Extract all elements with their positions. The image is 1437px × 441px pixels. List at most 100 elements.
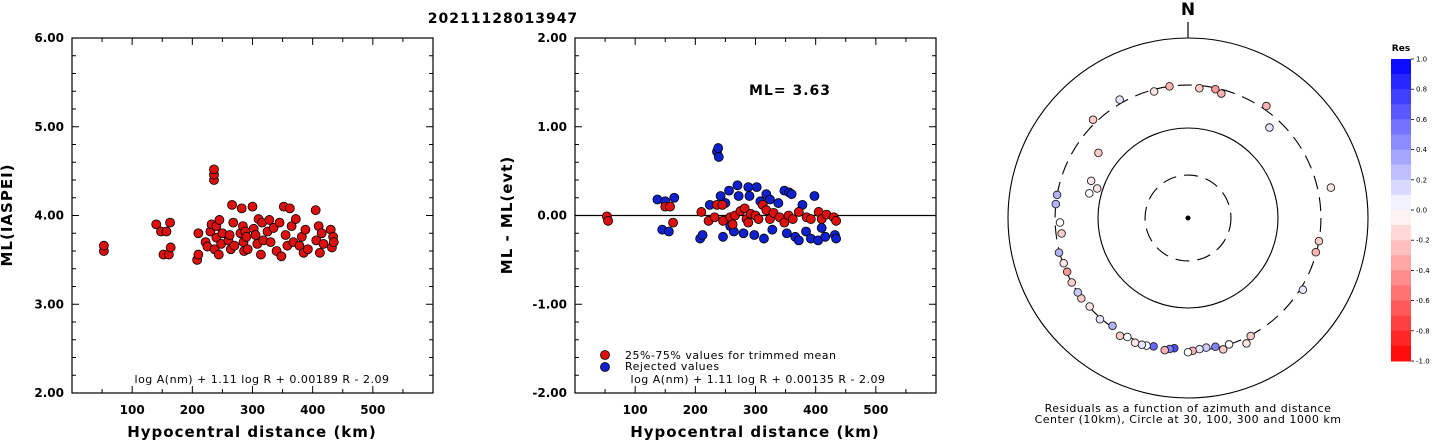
ml-point (276, 251, 287, 262)
ml-point (290, 214, 301, 224)
legend-rejected-label: Rejected values (625, 360, 720, 373)
legend-accepted-marker (600, 350, 610, 360)
station-point (1265, 123, 1274, 132)
ml-point (318, 238, 329, 249)
station-point (1123, 332, 1132, 342)
ml-point (228, 217, 239, 228)
station-point (1326, 183, 1336, 192)
colorbar-cell (1391, 119, 1411, 135)
station-point (1067, 278, 1076, 287)
distance-ring (1097, 127, 1279, 309)
x-tick-label: 200 (180, 403, 205, 417)
center-dot (1185, 215, 1191, 221)
rejected-point (749, 230, 760, 240)
station-point (1149, 87, 1159, 96)
accepted-point (696, 207, 707, 217)
accepted-point (727, 219, 738, 230)
ml-point (250, 230, 261, 240)
ml-point (310, 205, 321, 216)
colorbar-tick-label: 0.8 (1416, 86, 1427, 94)
ml-point (161, 226, 172, 237)
x-tick-label: 400 (300, 403, 325, 417)
colorbar-tick-label: 1.0 (1416, 56, 1427, 64)
rejected-point (820, 231, 831, 242)
colorbar-cell (1391, 300, 1411, 317)
ml-distance-ylabel: ML(IASPEI) (0, 163, 16, 266)
station-point (1311, 247, 1321, 257)
station-point (1246, 331, 1255, 341)
ml-point (227, 199, 237, 210)
azimuth-caption-line1: Residuals as a function of azimuth and d… (1045, 402, 1332, 415)
x-tick-label: 100 (623, 403, 648, 417)
y-tick-label: 4.00 (34, 209, 64, 223)
station-point (1218, 345, 1228, 354)
station-point (1242, 339, 1251, 348)
accepted-point (779, 217, 790, 228)
accepted-point (787, 214, 798, 224)
y-tick-label: 2.00 (34, 386, 64, 400)
x-tick-label: 300 (240, 403, 265, 417)
ml-distance-frame (71, 37, 434, 394)
station-point (1115, 331, 1125, 341)
ml-point (151, 219, 162, 230)
legend-rejected-marker (600, 362, 610, 372)
residual-distance-ylabel: ML - ML(evt) (498, 156, 516, 274)
rejected-point (697, 230, 708, 240)
colorbar-cell (1391, 59, 1411, 75)
ml-distance-equation: log A(nm) + 1.11 log R + 0.00189 R - 2.0… (135, 373, 390, 386)
colorbar-cell (1391, 345, 1411, 362)
ml-point (286, 221, 297, 232)
ml-value-label: ML= 3.63 (749, 83, 831, 99)
y-tick-label: -1.00 (532, 297, 567, 311)
station-point (1262, 101, 1271, 111)
residual-colorbar: Res 1.0 0.8 0.6 0.4 0.2 0.0 -0.2 -0.4 -0.6 -0.8 -1… (1391, 44, 1430, 366)
y-tick-label: -2.00 (532, 386, 567, 400)
x-tick-label: 300 (743, 403, 768, 417)
colorbar-label: Res (1392, 44, 1410, 54)
rejected-point (743, 182, 754, 193)
station-point (1086, 176, 1096, 186)
station-point (1183, 347, 1193, 357)
rejected-point (724, 185, 734, 196)
ml-distance-panel: 100 200 300 400 500 2.00 3.00 4.00 5.00 6.00 log … (0, 31, 434, 441)
station-point (1054, 248, 1064, 257)
residual-distance-equation: log A(nm) + 1.11 log R + 0.00135 R - 2.0… (631, 373, 886, 386)
rejected-point (767, 224, 778, 235)
rejected-point (809, 191, 820, 201)
colorbar-cell (1391, 210, 1411, 226)
colorbar-cell (1391, 164, 1411, 181)
colorbar-tick-label: 0.6 (1416, 116, 1428, 124)
x-tick-label: 400 (803, 403, 828, 417)
ml-point (236, 203, 247, 214)
ml-point (165, 217, 175, 228)
colorbar-cell (1391, 315, 1411, 332)
colorbar-tick-label: -0.2 (1416, 237, 1430, 245)
accepted-point (805, 214, 816, 224)
y-tick-label: 3.00 (34, 297, 64, 311)
station-point (1217, 89, 1226, 98)
y-tick-label: 0.00 (537, 209, 567, 223)
rejected-point (669, 192, 680, 203)
rejected-point (713, 152, 724, 162)
colorbar-cell (1391, 179, 1411, 196)
rejected-point (816, 223, 827, 233)
ml-point (314, 247, 325, 258)
station-point (1115, 95, 1124, 104)
ml-point (193, 228, 204, 239)
ml-point (302, 244, 313, 255)
distance-ring (1144, 174, 1232, 262)
azimuth-panel: N Residuals as a function of azimuth and… (1007, 0, 1369, 426)
colorbar-tick-label: 0.2 (1416, 176, 1427, 184)
rejected-point (786, 189, 797, 200)
station-point (1062, 267, 1072, 277)
station-point (1195, 344, 1204, 354)
colorbar-cell (1391, 89, 1411, 105)
x-tick-label: 500 (360, 403, 385, 417)
colorbar-tick-label: -0.4 (1416, 267, 1430, 275)
x-tick-label: 500 (863, 403, 888, 417)
station-point (1211, 85, 1220, 94)
station-point (1224, 340, 1234, 349)
ml-distance-xlabel: Hypocentral distance (km) (127, 423, 377, 441)
colorbar-cell (1391, 74, 1411, 90)
